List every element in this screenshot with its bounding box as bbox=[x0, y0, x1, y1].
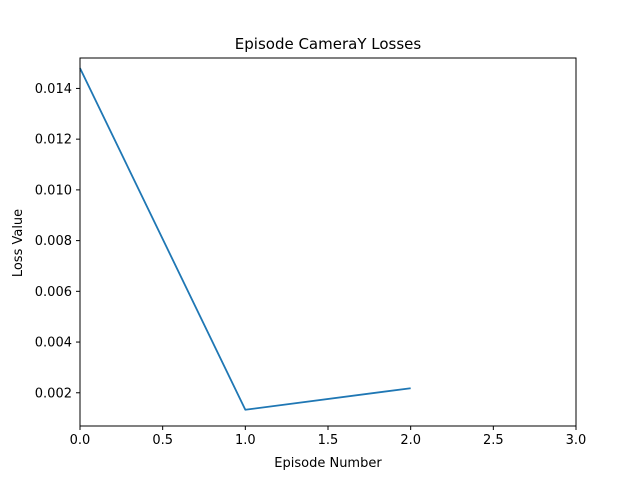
x-tick-label: 2.5 bbox=[483, 433, 504, 448]
y-tick-label: 0.008 bbox=[35, 234, 72, 249]
y-tick-label: 0.010 bbox=[35, 183, 72, 198]
series-line-0 bbox=[79, 67, 411, 411]
y-tick-label: 0.002 bbox=[35, 386, 72, 401]
chart-title: Episode CameraY Losses bbox=[235, 35, 422, 53]
y-tick-label: 0.004 bbox=[35, 336, 72, 351]
y-tick-label: 0.012 bbox=[35, 133, 72, 148]
x-tick-label: 2.0 bbox=[400, 433, 421, 448]
x-tick-label: 0.5 bbox=[152, 433, 173, 448]
y-tick-label: 0.014 bbox=[35, 82, 72, 97]
y-axis-label: Loss Value bbox=[11, 209, 26, 277]
y-tick-label: 0.006 bbox=[35, 285, 72, 300]
x-tick-label: 3.0 bbox=[566, 433, 587, 448]
x-axis-label: Episode Number bbox=[274, 456, 382, 471]
x-tick-label: 0.0 bbox=[70, 433, 91, 448]
plot-area: 0.0 0.5 1.0 1.5 2.0 2.5 3.0 0.002 0.004 0.006 0.00… bbox=[35, 57, 587, 448]
x-tick-label: 1.0 bbox=[235, 433, 256, 448]
x-tick-label: 1.5 bbox=[318, 433, 339, 448]
